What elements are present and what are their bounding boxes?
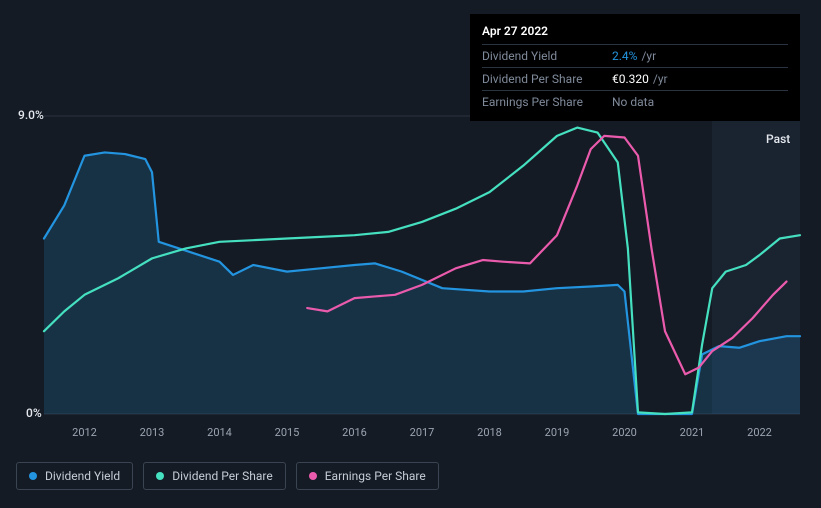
chart-legend: Dividend Yield Dividend Per Share Earnings… [16, 462, 439, 490]
x-axis-tick: 2019 [545, 426, 570, 439]
tooltip-date: Apr 27 2022 [482, 22, 788, 40]
chart-tooltip: Apr 27 2022 Dividend Yield 2.4% /yr Divi… [470, 14, 800, 121]
legend-label: Dividend Per Share [172, 469, 273, 483]
x-axis-tick: 2018 [477, 426, 502, 439]
x-axis-tick: 2021 [680, 426, 705, 439]
x-axis-tick: 2016 [342, 426, 367, 439]
legend-dot-icon [156, 472, 164, 480]
tooltip-row-dividend-yield: Dividend Yield 2.4% /yr [482, 44, 788, 67]
tooltip-suffix: /yr [641, 47, 656, 65]
legend-dot-icon [309, 472, 317, 480]
x-axis-tick: 2020 [612, 426, 637, 439]
x-axis-tick: 2013 [140, 426, 165, 439]
tooltip-label: Dividend Per Share [482, 70, 612, 88]
tooltip-label: Dividend Yield [482, 47, 612, 65]
dividend-chart: Apr 27 2022 Dividend Yield 2.4% /yr Divi… [0, 0, 821, 508]
tooltip-value: 2.4% [612, 47, 637, 65]
tooltip-label: Earnings Per Share [482, 93, 612, 111]
tooltip-suffix: /yr [653, 70, 668, 88]
x-axis-tick: 2014 [207, 426, 232, 439]
x-axis-tick: 2015 [275, 426, 300, 439]
legend-label: Dividend Yield [45, 469, 120, 483]
legend-item-earnings-per-share[interactable]: Earnings Per Share [296, 462, 439, 490]
tooltip-value: €0.320 [612, 70, 649, 88]
x-axis-tick: 2012 [72, 426, 97, 439]
legend-label: Earnings Per Share [325, 469, 426, 483]
tooltip-row-dividend-per-share: Dividend Per Share €0.320 /yr [482, 67, 788, 90]
legend-item-dividend-yield[interactable]: Dividend Yield [16, 462, 133, 490]
x-axis-tick: 2017 [410, 426, 435, 439]
legend-dot-icon [29, 472, 37, 480]
tooltip-row-earnings-per-share: Earnings Per Share No data [482, 90, 788, 113]
x-axis-tick: 2022 [747, 426, 772, 439]
legend-item-dividend-per-share[interactable]: Dividend Per Share [143, 462, 286, 490]
tooltip-value: No data [612, 93, 654, 111]
